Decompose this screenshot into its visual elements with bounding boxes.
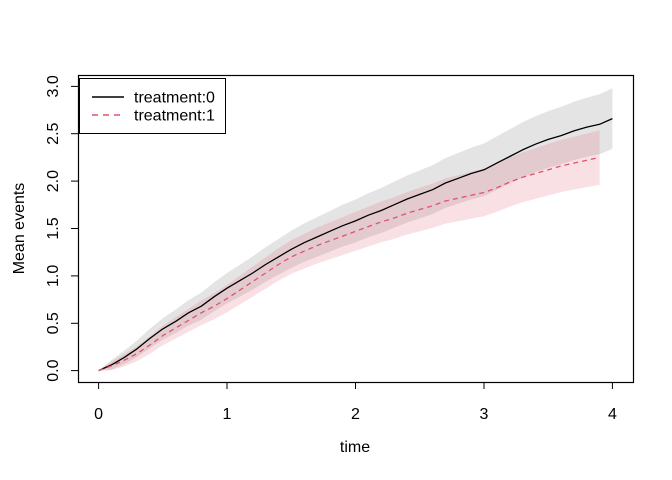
y-axis-tick-label: 2.0 (45, 170, 62, 192)
y-axis-tick-label: 1.5 (45, 217, 62, 239)
confidence-bands (98, 88, 613, 371)
y-axis: 0.0 0.5 1.0 1.5 2.0 2.5 3.0 (45, 75, 78, 382)
x-axis-tick-label: 3 (480, 406, 489, 423)
legend-label-treatment-0: treatment:0 (134, 90, 215, 107)
series-lines (98, 118, 613, 372)
series-line-treatment-0 (98, 118, 613, 372)
confidence-band-treatment-0 (98, 88, 613, 371)
x-axis-tick-label: 0 (94, 406, 103, 423)
legend-box (79, 78, 226, 134)
series-line-treatment-1 (98, 156, 600, 372)
x-axis-tick-label: 4 (608, 406, 617, 423)
confidence-band-treatment-1 (98, 130, 600, 371)
y-axis-tick-label: 0.0 (45, 359, 62, 381)
x-axis-tick-label: 2 (351, 406, 360, 423)
y-axis-tick-label: 1.0 (45, 265, 62, 287)
y-axis-tick-label: 3.0 (45, 75, 62, 97)
y-axis-title: Mean events (11, 183, 28, 275)
x-axis-title: time (340, 439, 370, 456)
y-axis-tick-label: 0.5 (45, 312, 62, 334)
x-axis: 0 1 2 3 4 (94, 382, 617, 423)
legend: treatment:0 treatment:1 (79, 78, 226, 134)
y-axis-tick-label: 2.5 (45, 122, 62, 144)
x-axis-tick-label: 1 (223, 406, 232, 423)
legend-label-treatment-1: treatment:1 (134, 108, 215, 125)
